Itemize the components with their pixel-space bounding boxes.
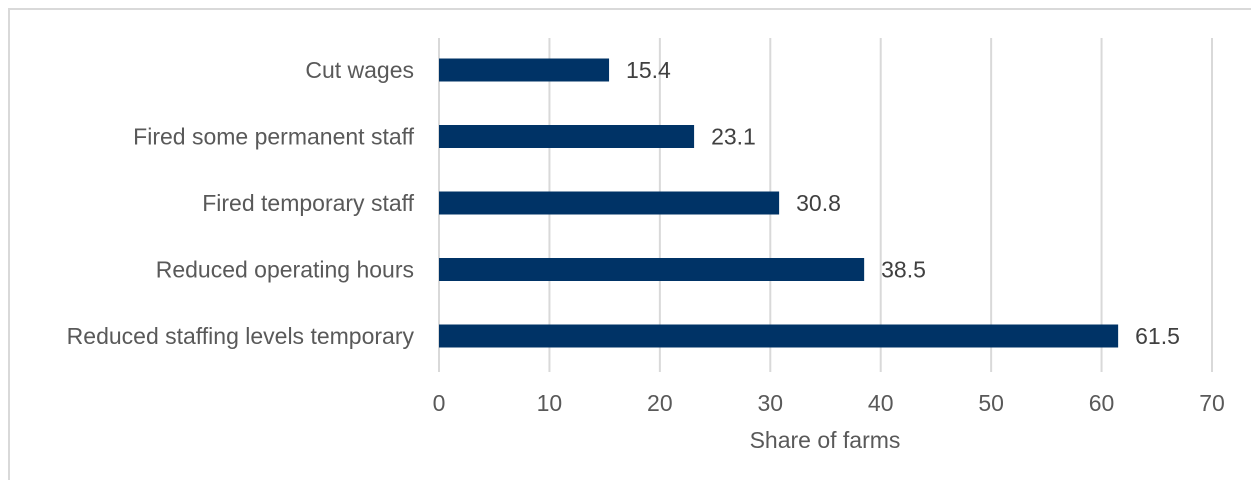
x-tick-labels: 0 10 20 30 40 50 60 70 [433, 390, 1225, 416]
value-label: 15.4 [626, 57, 671, 83]
x-tick-label: 0 [433, 390, 446, 416]
x-tick-label: 10 [537, 390, 563, 416]
category-label: Reduced staffing levels temporary [67, 323, 415, 349]
value-label: 23.1 [711, 124, 756, 150]
x-tick-label: 40 [868, 390, 894, 416]
bar [439, 258, 865, 281]
value-label: 61.5 [1135, 323, 1180, 349]
value-label: 38.5 [881, 257, 926, 283]
bar [439, 324, 1119, 348]
value-labels: 15.4 23.1 30.8 38.5 61.5 [626, 57, 1180, 349]
category-label: Reduced operating hours [156, 257, 414, 283]
bar [439, 191, 780, 215]
x-tick-label: 50 [978, 390, 1004, 416]
x-tick-label: 60 [1089, 390, 1115, 416]
x-tick-label: 20 [647, 390, 673, 416]
category-label: Cut wages [305, 57, 414, 83]
bar [439, 125, 695, 148]
x-tick-label: 70 [1199, 390, 1225, 416]
value-label: 30.8 [796, 190, 841, 216]
x-axis-title: Share of farms [750, 427, 901, 453]
category-label: Fired some permanent staff [133, 124, 414, 150]
bar [439, 58, 610, 82]
category-labels: Cut wages Fired some permanent staff Fired… [67, 57, 415, 349]
x-tick-label: 30 [757, 390, 783, 416]
bars [439, 58, 1119, 348]
category-label: Fired temporary staff [202, 190, 414, 216]
chart-frame [8, 8, 1251, 480]
